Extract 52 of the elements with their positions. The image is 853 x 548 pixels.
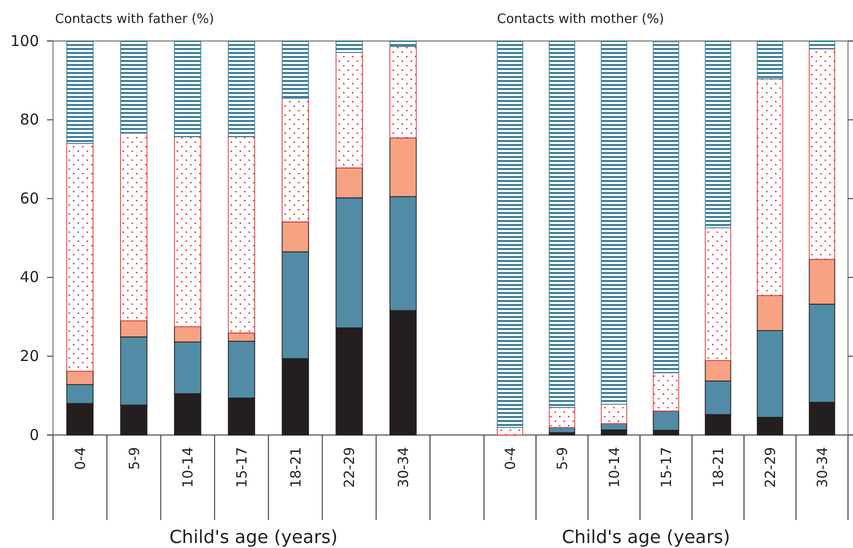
bar <box>548 407 576 428</box>
x-tick-label: 30-34 <box>396 446 412 488</box>
x-axis-title: Child's age (years) <box>169 527 338 548</box>
bar <box>282 40 309 99</box>
bar <box>756 78 784 296</box>
x-tick-label: 5-9 <box>555 447 571 470</box>
bar <box>600 40 628 405</box>
x-tick-label: 10-14 <box>180 446 197 488</box>
y-tick-label: 0 <box>29 426 39 444</box>
x-tick-label: 18-21 <box>711 447 727 488</box>
y-tick-label: 20 <box>20 347 39 365</box>
bar <box>228 136 256 334</box>
x-tick-label: 15-17 <box>234 447 250 488</box>
y-tick-label: 100 <box>10 32 39 50</box>
bar <box>120 40 148 134</box>
bar <box>120 132 148 322</box>
bar <box>174 136 202 328</box>
x-tick-label: 10-14 <box>607 446 623 488</box>
bar <box>389 40 417 47</box>
bar <box>496 40 524 428</box>
bar <box>336 52 363 168</box>
bar <box>496 427 524 436</box>
bar <box>808 48 836 260</box>
y-tick-label: 60 <box>20 189 39 208</box>
x-tick-label: 30-34 <box>815 446 831 488</box>
bar <box>389 46 417 138</box>
bar <box>66 143 94 372</box>
x-tick-label: 5-9 <box>126 447 143 470</box>
bar <box>174 40 202 138</box>
bar <box>600 404 628 424</box>
bar <box>704 227 732 361</box>
bar <box>228 40 256 138</box>
bar <box>704 40 732 228</box>
bar <box>808 40 836 50</box>
bar <box>282 98 309 222</box>
x-tick-label: 18-21 <box>288 447 304 488</box>
x-tick-label: 22-29 <box>342 447 358 488</box>
y-tick-label: 40 <box>20 268 39 286</box>
chart-title: Contacts with father (%) <box>55 12 214 27</box>
x-tick-label: 0-4 <box>72 446 89 470</box>
bar <box>756 40 784 80</box>
bar <box>652 372 680 412</box>
bar <box>66 40 94 144</box>
x-tick-label: 22-29 <box>763 447 779 488</box>
x-tick-label: 0-4 <box>503 446 519 470</box>
bar <box>548 40 576 408</box>
x-axis-title: Child's age (years) <box>562 527 730 548</box>
x-tick-label: 15-17 <box>659 447 675 488</box>
y-tick-label: 80 <box>20 110 39 129</box>
chart-title: Contacts with mother (%) <box>497 12 664 27</box>
bar <box>652 41 680 374</box>
bar <box>336 40 363 53</box>
